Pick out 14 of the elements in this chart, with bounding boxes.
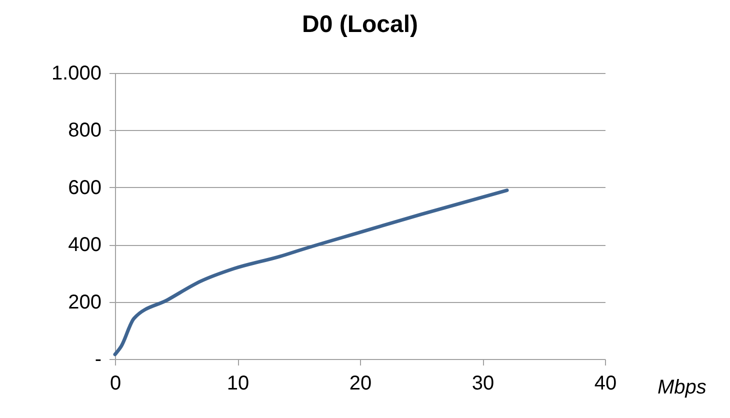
x-tick-label: 10 [226, 372, 250, 394]
x-axis-title: Mbps [658, 376, 706, 398]
y-tick-label: 800 [68, 120, 102, 142]
line-series [113, 188, 509, 356]
y-tick-label: 200 [68, 291, 102, 314]
x-tick-label: 0 [110, 372, 122, 394]
chart-title: D0 (Local) [302, 11, 418, 38]
x-tick-label: 30 [472, 372, 494, 394]
x-tick-label: 40 [594, 372, 617, 394]
y-tick-label: - [94, 348, 102, 370]
y-tick-label: 400 [68, 234, 102, 256]
x-tick-label: 20 [349, 372, 372, 394]
y-tick-label: 600 [68, 176, 102, 199]
y-tick-label: 1.000 [51, 62, 102, 84]
